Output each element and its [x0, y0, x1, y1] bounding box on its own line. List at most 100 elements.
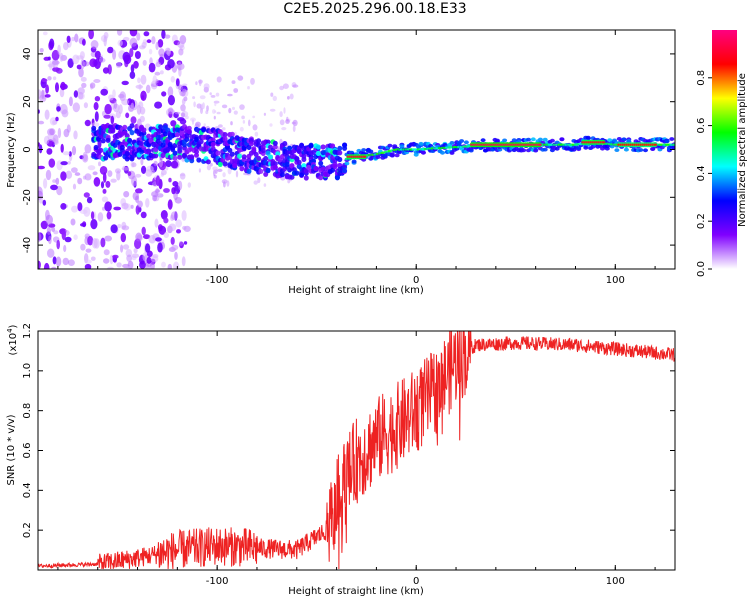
- spectrogram-cell-337: [146, 256, 152, 264]
- spectrogram-cell-597: [205, 110, 209, 115]
- spectrogram-cell-414: [93, 79, 101, 83]
- spectrogram-cell-359: [143, 31, 150, 37]
- spectrogram-cell-269: [146, 39, 152, 44]
- spectrogram-cell-39: [120, 244, 124, 253]
- spectrogram-cell-1507: [394, 153, 400, 158]
- spectrogram-cell-862: [153, 153, 159, 159]
- spectrogram-cell-496: [145, 169, 153, 177]
- snr-ytick-label-1: 1.0: [22, 363, 33, 379]
- spectrogram-cell-1066: [222, 132, 228, 138]
- spectrogram-cell-634: [179, 173, 186, 177]
- spectrogram-cell-603: [279, 85, 284, 91]
- spectrogram-cell-1739: [533, 148, 539, 153]
- spectrogram-cell-1598: [449, 141, 455, 145]
- snr-ytick-label-1.2: 1.2: [22, 323, 33, 339]
- spectrogram-cell-286: [137, 77, 141, 84]
- spectrogram-cell-761: [117, 151, 123, 157]
- spectrogram-cell-1320: [308, 143, 314, 149]
- spectrogram-cell-938: [177, 154, 183, 160]
- spectrogram-cell-1420: [342, 168, 348, 174]
- spectrogram-cell-419: [131, 162, 137, 168]
- spectrogram-cell-1973: [672, 143, 675, 146]
- spectrogram-cell-193: [38, 120, 45, 125]
- spectrogram-cell-464: [131, 255, 137, 261]
- spectrogram-cell-370: [63, 42, 69, 51]
- spectrogram-cell-243: [118, 104, 123, 114]
- spectrogram-cell-214: [161, 30, 166, 39]
- spectrogram-cell-1297: [301, 163, 307, 169]
- spectrogram-cell-645: [203, 123, 206, 127]
- spectrogram-cell-168: [153, 160, 158, 167]
- spectrogram-cell-973: [189, 154, 195, 160]
- spectrogram-cell-458: [110, 224, 118, 234]
- spectrogram-cell-300: [130, 204, 134, 209]
- spectrogram-cell-457: [179, 241, 184, 246]
- spectrogram-cell-11: [97, 212, 104, 222]
- spectrogram-cell-403: [45, 169, 52, 181]
- spectrogram-cell-508: [116, 170, 121, 181]
- spectrogram-cell-358: [165, 166, 169, 171]
- spectrogram-cell-344: [77, 202, 83, 212]
- spectrogram-cell-499: [102, 188, 107, 194]
- spectrogram-cell-374: [102, 67, 110, 74]
- spectrogram-cell-361: [87, 235, 94, 246]
- spectrogram-cell-219: [82, 38, 86, 46]
- spectrogram-cell-1126: [241, 154, 247, 160]
- spectrogram-cell-1582: [440, 150, 445, 155]
- spectrogram-cell-481: [49, 128, 56, 136]
- spectrogram-cell-675: [292, 84, 299, 88]
- spectrogram-cell-780: [124, 133, 130, 139]
- spectrogram-cell-590: [241, 115, 245, 120]
- spectrogram-cell-1552: [420, 150, 426, 155]
- spectrogram-cell-342: [148, 62, 156, 73]
- spectrogram-cell-1244: [282, 141, 288, 147]
- spectrogram-cell-1217: [272, 140, 278, 146]
- spectrogram-cell-44: [72, 183, 77, 190]
- spectrogram-cell-1784: [559, 137, 565, 142]
- spectrogram-cell-472: [38, 165, 45, 170]
- spectrogram-cell-1224: [275, 151, 281, 157]
- spectrogram-ticks: -100 0 100 -40 -20 0 20 40: [22, 30, 675, 286]
- spectrogram-cell-672: [187, 182, 191, 188]
- spectrogram-cell-693: [93, 144, 99, 151]
- spectrogram-cell-77: [65, 170, 73, 179]
- spectrogram-cell-513: [145, 198, 150, 208]
- spectrogram-cell-1335: [313, 165, 319, 172]
- page-title: C2E5.2025.296.00.18.E33: [283, 1, 467, 17]
- colorbar-label: Normalized spectral amplitude: [737, 73, 748, 227]
- spectrogram-cell-324: [60, 203, 67, 210]
- spectrogram-cell-1476: [375, 155, 381, 160]
- spectrogram-cell-543: [222, 172, 226, 178]
- spectrogram-cell-952: [182, 153, 187, 159]
- spectrogram-cell-413: [168, 223, 177, 232]
- spectrogram-cell-1316: [306, 164, 312, 171]
- spectrogram-cell-29: [88, 30, 94, 40]
- spectrogram-cell-790: [127, 145, 133, 151]
- spectrogram-cell-41: [64, 236, 72, 243]
- spectrogram-cell-355: [125, 112, 130, 119]
- spectrogram-cell-987: [194, 152, 199, 158]
- spectrogram-cell-620: [279, 119, 285, 126]
- spectrogram-cell-610: [233, 110, 238, 115]
- spectrogram-cell-563: [193, 101, 196, 108]
- spectrogram-cell-80: [154, 71, 161, 76]
- spectrogram-cell-509: [42, 199, 47, 206]
- spectrogram-cell-658: [182, 88, 187, 95]
- spectrogram-cell-1888: [621, 137, 627, 142]
- spectrogram-cell-601: [254, 131, 259, 137]
- spectrogram-cell-506: [49, 38, 55, 49]
- spectrogram-cell-1462: [368, 149, 374, 154]
- spectrogram-cell-1021: [205, 159, 211, 165]
- spectrogram-cell-502: [118, 93, 125, 99]
- spectrogram-cell-475: [145, 264, 151, 269]
- spectrogram-cell-1303: [303, 175, 309, 181]
- spectrogram-cell-249: [133, 248, 138, 254]
- spectrogram-cell-996: [198, 138, 204, 145]
- spectrogram-cell-336: [71, 205, 78, 213]
- spectrogram-xtick-label-0: 0: [413, 275, 419, 286]
- spectrogram-ytick-label--40: -40: [22, 237, 33, 253]
- spectrogram-cell-440: [171, 244, 179, 251]
- spectrogram-cell-1283: [296, 159, 302, 165]
- spectrogram-cell-1347: [318, 175, 324, 181]
- spectrogram-cell-101: [140, 90, 147, 102]
